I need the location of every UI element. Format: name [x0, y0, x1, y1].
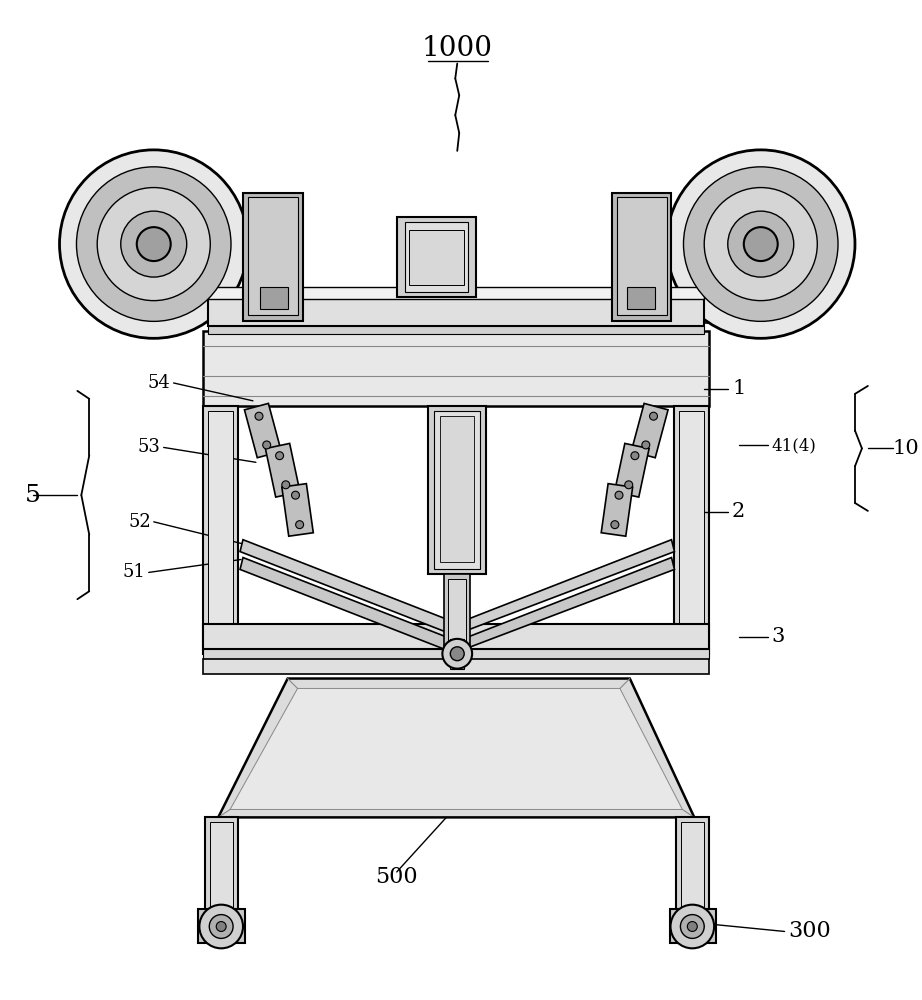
Bar — [248, 197, 298, 315]
Circle shape — [255, 412, 263, 420]
Circle shape — [683, 167, 838, 321]
Circle shape — [704, 188, 817, 301]
Bar — [677, 817, 709, 912]
Text: 200: 200 — [786, 219, 828, 241]
Circle shape — [121, 211, 187, 277]
Text: 51: 51 — [123, 563, 146, 581]
Circle shape — [217, 922, 226, 931]
Polygon shape — [632, 403, 668, 458]
Bar — [405, 222, 468, 292]
Text: 52: 52 — [128, 513, 151, 531]
Text: 5: 5 — [25, 484, 41, 507]
Circle shape — [136, 227, 171, 261]
Bar — [208, 326, 704, 334]
Bar — [204, 659, 709, 674]
Polygon shape — [460, 558, 675, 651]
Circle shape — [263, 441, 271, 449]
Circle shape — [276, 452, 284, 460]
Circle shape — [450, 647, 464, 661]
Bar — [627, 287, 655, 309]
Bar — [260, 287, 288, 309]
Circle shape — [650, 412, 657, 420]
Bar — [444, 574, 470, 659]
Circle shape — [642, 441, 650, 449]
Bar — [208, 297, 704, 326]
Circle shape — [615, 491, 623, 499]
Polygon shape — [219, 679, 694, 817]
Text: 10: 10 — [892, 439, 919, 458]
Bar — [208, 287, 704, 299]
Text: 300: 300 — [788, 920, 832, 942]
Bar — [204, 406, 238, 654]
Circle shape — [744, 227, 778, 261]
Circle shape — [688, 922, 697, 931]
Polygon shape — [244, 403, 281, 458]
Bar — [612, 193, 671, 321]
Circle shape — [77, 167, 231, 321]
Bar — [429, 406, 486, 574]
Circle shape — [625, 481, 632, 489]
Bar — [408, 230, 464, 285]
Bar — [434, 411, 480, 569]
Circle shape — [443, 639, 472, 669]
Bar — [680, 411, 704, 649]
Circle shape — [670, 905, 715, 948]
Bar — [669, 909, 716, 943]
Polygon shape — [240, 540, 451, 633]
Bar — [675, 406, 709, 654]
Bar — [448, 579, 467, 654]
Text: 500: 500 — [375, 866, 418, 888]
Bar — [208, 411, 233, 649]
Circle shape — [667, 150, 855, 338]
Bar — [204, 649, 709, 659]
Circle shape — [209, 915, 233, 938]
Bar — [204, 624, 709, 649]
Circle shape — [199, 905, 243, 948]
Bar — [204, 331, 709, 406]
Text: 1: 1 — [732, 379, 745, 398]
Text: 3: 3 — [772, 627, 785, 646]
Polygon shape — [282, 484, 313, 536]
Circle shape — [727, 211, 794, 277]
Polygon shape — [230, 688, 682, 809]
Bar — [441, 416, 474, 562]
Bar — [243, 302, 749, 323]
Text: 41(4): 41(4) — [772, 437, 817, 454]
Circle shape — [97, 188, 210, 301]
Circle shape — [611, 521, 619, 529]
Bar — [243, 193, 302, 321]
Bar — [681, 822, 704, 907]
Circle shape — [291, 491, 300, 499]
Bar — [198, 909, 245, 943]
Circle shape — [60, 150, 248, 338]
Text: 2: 2 — [732, 502, 745, 521]
Text: 54: 54 — [148, 374, 171, 392]
Circle shape — [631, 452, 639, 460]
Text: 1000: 1000 — [421, 35, 492, 62]
Polygon shape — [460, 540, 675, 633]
Polygon shape — [601, 484, 632, 536]
Circle shape — [680, 915, 704, 938]
Bar — [206, 817, 238, 912]
Circle shape — [296, 521, 303, 529]
Bar — [210, 822, 233, 907]
Bar — [450, 639, 464, 669]
Text: 53: 53 — [137, 438, 160, 456]
Polygon shape — [240, 558, 451, 651]
Bar — [396, 217, 476, 297]
Bar — [617, 197, 667, 315]
Polygon shape — [615, 443, 649, 497]
Circle shape — [282, 481, 290, 489]
Polygon shape — [266, 443, 300, 497]
